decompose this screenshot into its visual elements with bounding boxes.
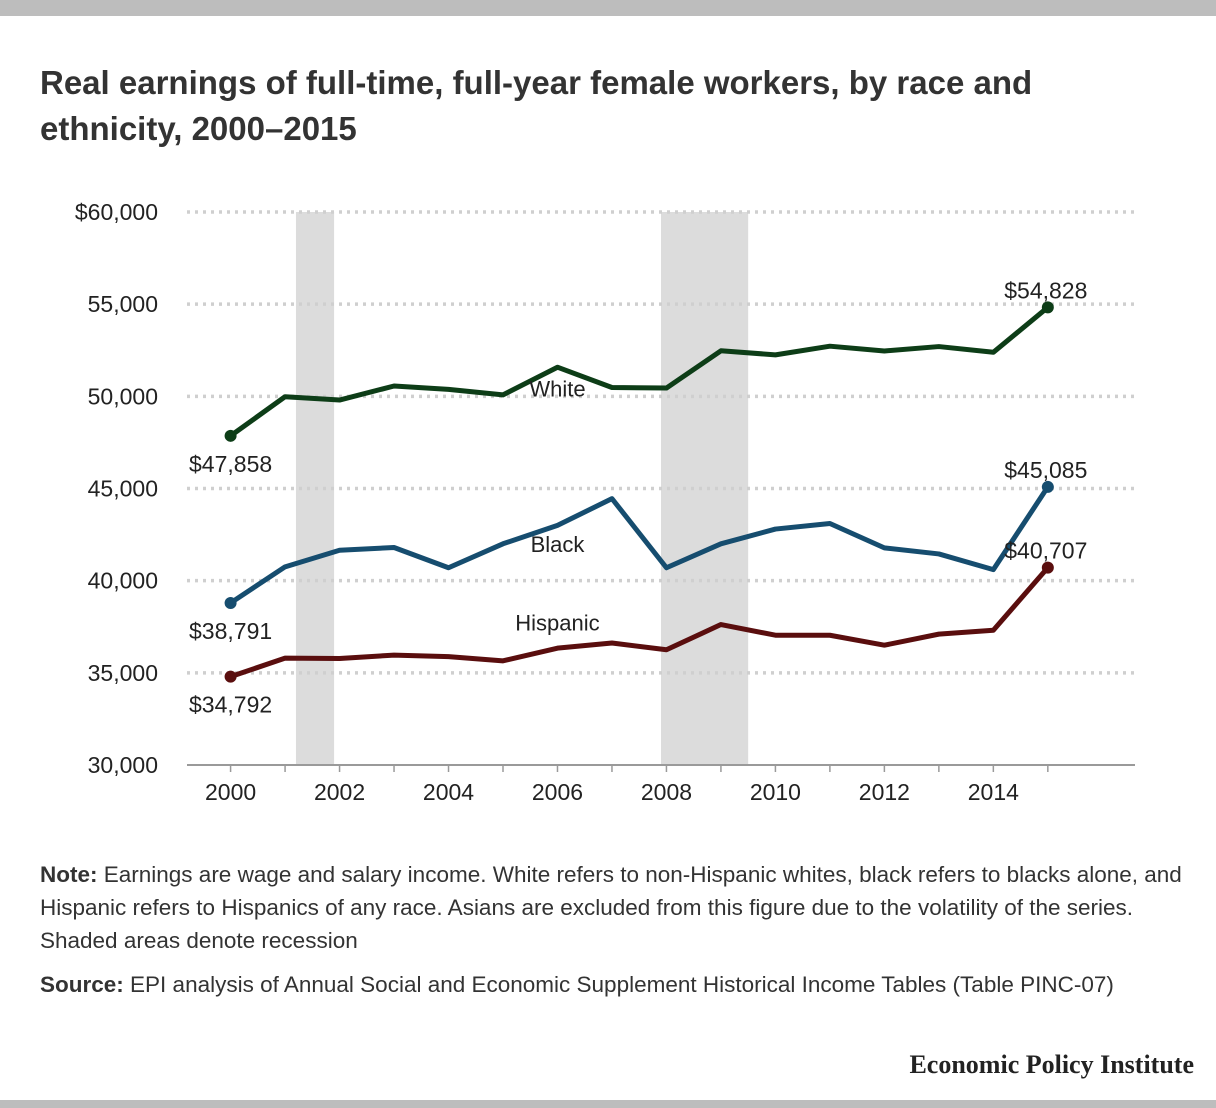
line-chart: 30,000 35,000 40,000 45,000 50,000 55,000 $60,… (75, 199, 1135, 805)
x-tick-label: 2000 (205, 779, 256, 805)
series-line-hispanic (228, 565, 1051, 680)
series-label-hispanic: Hispanic (515, 610, 599, 635)
x-tick-label: 2010 (750, 779, 801, 805)
data-point-white-start (224, 429, 237, 442)
data-point-hispanic-end (1041, 561, 1054, 574)
data-label-hispanic-end: $40,707 (1004, 538, 1087, 564)
x-tick-label: 2004 (423, 779, 474, 805)
bottom-rule (0, 1100, 1216, 1108)
data-label-white-start: $47,858 (189, 451, 272, 477)
note: Note: Earnings are wage and salary incom… (40, 858, 1190, 957)
y-tick-label: 40,000 (88, 568, 158, 594)
y-tick-label: 30,000 (88, 752, 158, 778)
note-label: Note: (40, 862, 98, 887)
data-point-black-end (1041, 480, 1054, 493)
series-label-white: White (529, 376, 585, 401)
data-label-white-end: $54,828 (1004, 277, 1087, 303)
series-line-white (228, 304, 1051, 439)
y-tick-label: 35,000 (88, 660, 158, 686)
source-text: EPI analysis of Annual Social and Econom… (123, 972, 1114, 997)
data-label-hispanic-start: $34,792 (189, 692, 272, 718)
data-point-white-end (1041, 301, 1054, 314)
x-tick-label: 2008 (641, 779, 692, 805)
series-line-black (228, 484, 1051, 606)
data-point-hispanic-start (224, 670, 237, 683)
series-label-black: Black (531, 532, 586, 557)
source: Source: EPI analysis of Annual Social an… (40, 968, 1190, 1001)
note-text: Earnings are wage and salary income. Whi… (40, 862, 1182, 953)
x-tick-label: 2012 (859, 779, 910, 805)
data-label-black-start: $38,791 (189, 618, 272, 644)
y-tick-label: $60,000 (75, 199, 158, 225)
y-tick-label: 50,000 (88, 383, 158, 409)
x-tick-label: 2006 (532, 779, 583, 805)
data-point-black-start (224, 596, 237, 609)
top-rule (0, 0, 1216, 16)
y-tick-label: 55,000 (88, 291, 158, 317)
chart-title: Real earnings of full-time, full-year fe… (40, 64, 1033, 147)
x-tick-label: 2014 (968, 779, 1019, 805)
brand-logo: Economic Policy Institute (909, 1050, 1194, 1079)
source-label: Source: (40, 972, 124, 997)
x-tick-label: 2002 (314, 779, 365, 805)
y-tick-label: 45,000 (88, 476, 158, 502)
recession-band-1 (661, 212, 749, 765)
data-label-black-end: $45,085 (1004, 457, 1087, 483)
